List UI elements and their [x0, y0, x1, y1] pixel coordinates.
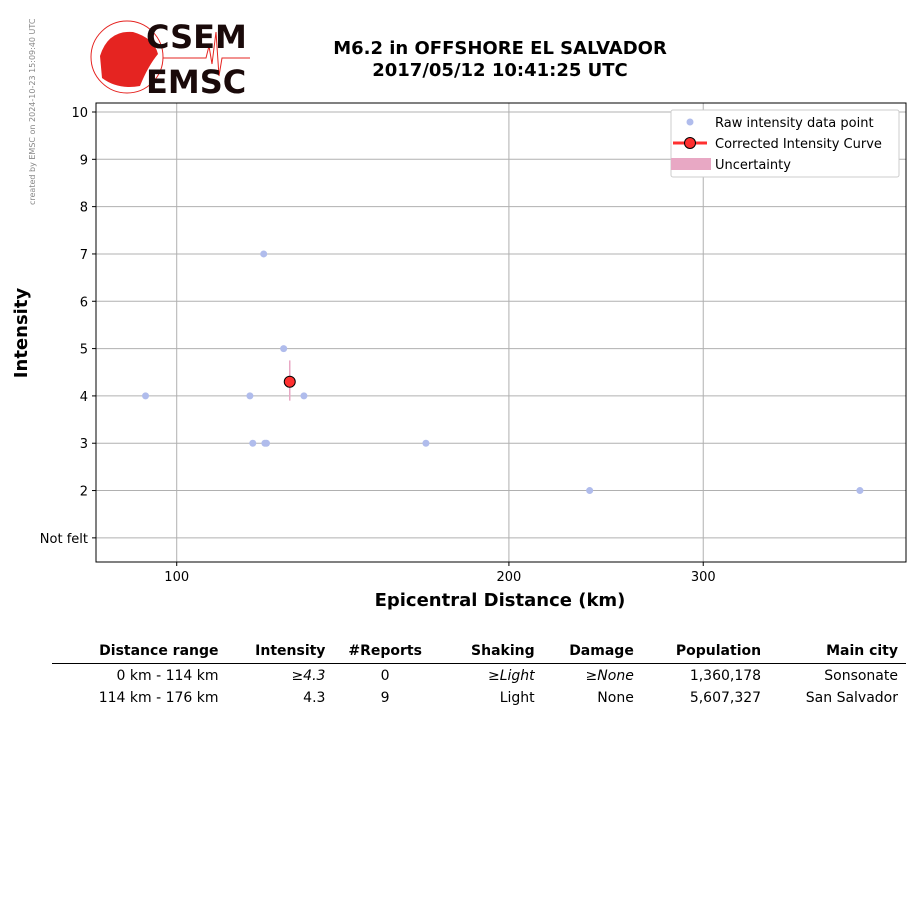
table-row: 114 km - 176 km 4.3 9 Light None 5,607,327 San… [52, 686, 906, 708]
raw-data-point [422, 439, 430, 447]
table-cell: 0 [380, 668, 390, 684]
table-cell: 5,607,327 [689, 690, 762, 706]
intensity-table: Distance range Intensity #Reports Shaking Da… [52, 642, 906, 708]
raw-data-point [142, 392, 150, 400]
column-header: Shaking [444, 642, 543, 664]
column-header: Damage [542, 642, 642, 664]
column-header: Population [641, 642, 770, 664]
raw-data-point [246, 392, 254, 400]
raw-data-point [280, 345, 288, 353]
y-tick-label: 6 [80, 295, 88, 310]
table-cell: None [597, 690, 634, 706]
corrected-intensity-point [283, 375, 296, 388]
y-tick-label: 5 [80, 343, 88, 358]
column-header: #Reports [333, 642, 445, 664]
x-tick-label: 200 [496, 570, 521, 585]
title-line1: M6.2 in OFFSHORE EL SALVADOR [333, 38, 667, 59]
table-cell: ≥Light [487, 668, 535, 684]
raw-data-point [260, 250, 268, 258]
raw-data-point [856, 487, 864, 495]
x-tick-label: 100 [164, 570, 189, 585]
table-cell: 4.3 [303, 690, 326, 706]
column-header: Main city [769, 642, 906, 664]
legend-corrected: Corrected Intensity Curve [715, 137, 882, 152]
table-cell: 0 km - 114 km [116, 668, 219, 684]
raw-data-point [249, 439, 257, 447]
emsc-logo: CSEM EMSC [90, 18, 250, 98]
svg-text:CSEM: CSEM [146, 18, 247, 56]
table-cell: ≥None [585, 668, 634, 684]
legend-raw-marker [686, 118, 694, 126]
table-cell: Sonsonate [824, 668, 898, 684]
y-tick-label: 7 [80, 248, 88, 263]
y-tick-label: 3 [80, 437, 88, 452]
y-tick-label: 4 [80, 390, 88, 405]
svg-text:EMSC: EMSC [146, 63, 246, 98]
x-axis-label: Epicentral Distance (km) [375, 590, 626, 611]
raw-data-point [300, 392, 308, 400]
legend-raw: Raw intensity data point [715, 116, 874, 131]
legend-corrected-marker [684, 137, 696, 149]
chart: Not felt 2 3 4 5 6 7 8 9 10 100 200 300 Epicentral D… [11, 102, 907, 611]
y-tick-label: 10 [71, 106, 88, 121]
legend: Raw intensity data point Corrected Inten… [670, 109, 900, 178]
table-cell: San Salvador [805, 690, 898, 706]
raw-data-point [262, 439, 270, 447]
legend-uncertainty-swatch [671, 158, 711, 170]
table-cell: 1,360,178 [689, 668, 762, 684]
y-tick-label: 8 [80, 201, 88, 216]
raw-data-point [586, 487, 594, 495]
y-tick-label: Not felt [40, 532, 88, 547]
column-header: Distance range [52, 642, 227, 664]
table-row: 0 km - 114 km ≥4.3 0 ≥Light ≥None 1,360,178 So… [52, 664, 906, 687]
table-cell: ≥4.3 [291, 668, 326, 684]
table-cell: Light [499, 690, 535, 706]
title-line2: 2017/05/12 10:41:25 UTC [372, 60, 628, 81]
chart-title: M6.2 in OFFSHORE EL SALVADOR 2017/05/12 … [300, 38, 700, 82]
column-header: Intensity [226, 642, 334, 664]
plot-frame [95, 102, 907, 563]
y-tick-label: 9 [80, 153, 88, 168]
legend-uncertainty: Uncertainty [715, 158, 791, 173]
table-cell: 114 km - 176 km [98, 690, 219, 706]
x-tick-label: 300 [691, 570, 716, 585]
y-axis-label: Intensity [11, 288, 32, 379]
y-tick-label: 2 [80, 485, 88, 500]
table-cell: 9 [380, 690, 390, 706]
